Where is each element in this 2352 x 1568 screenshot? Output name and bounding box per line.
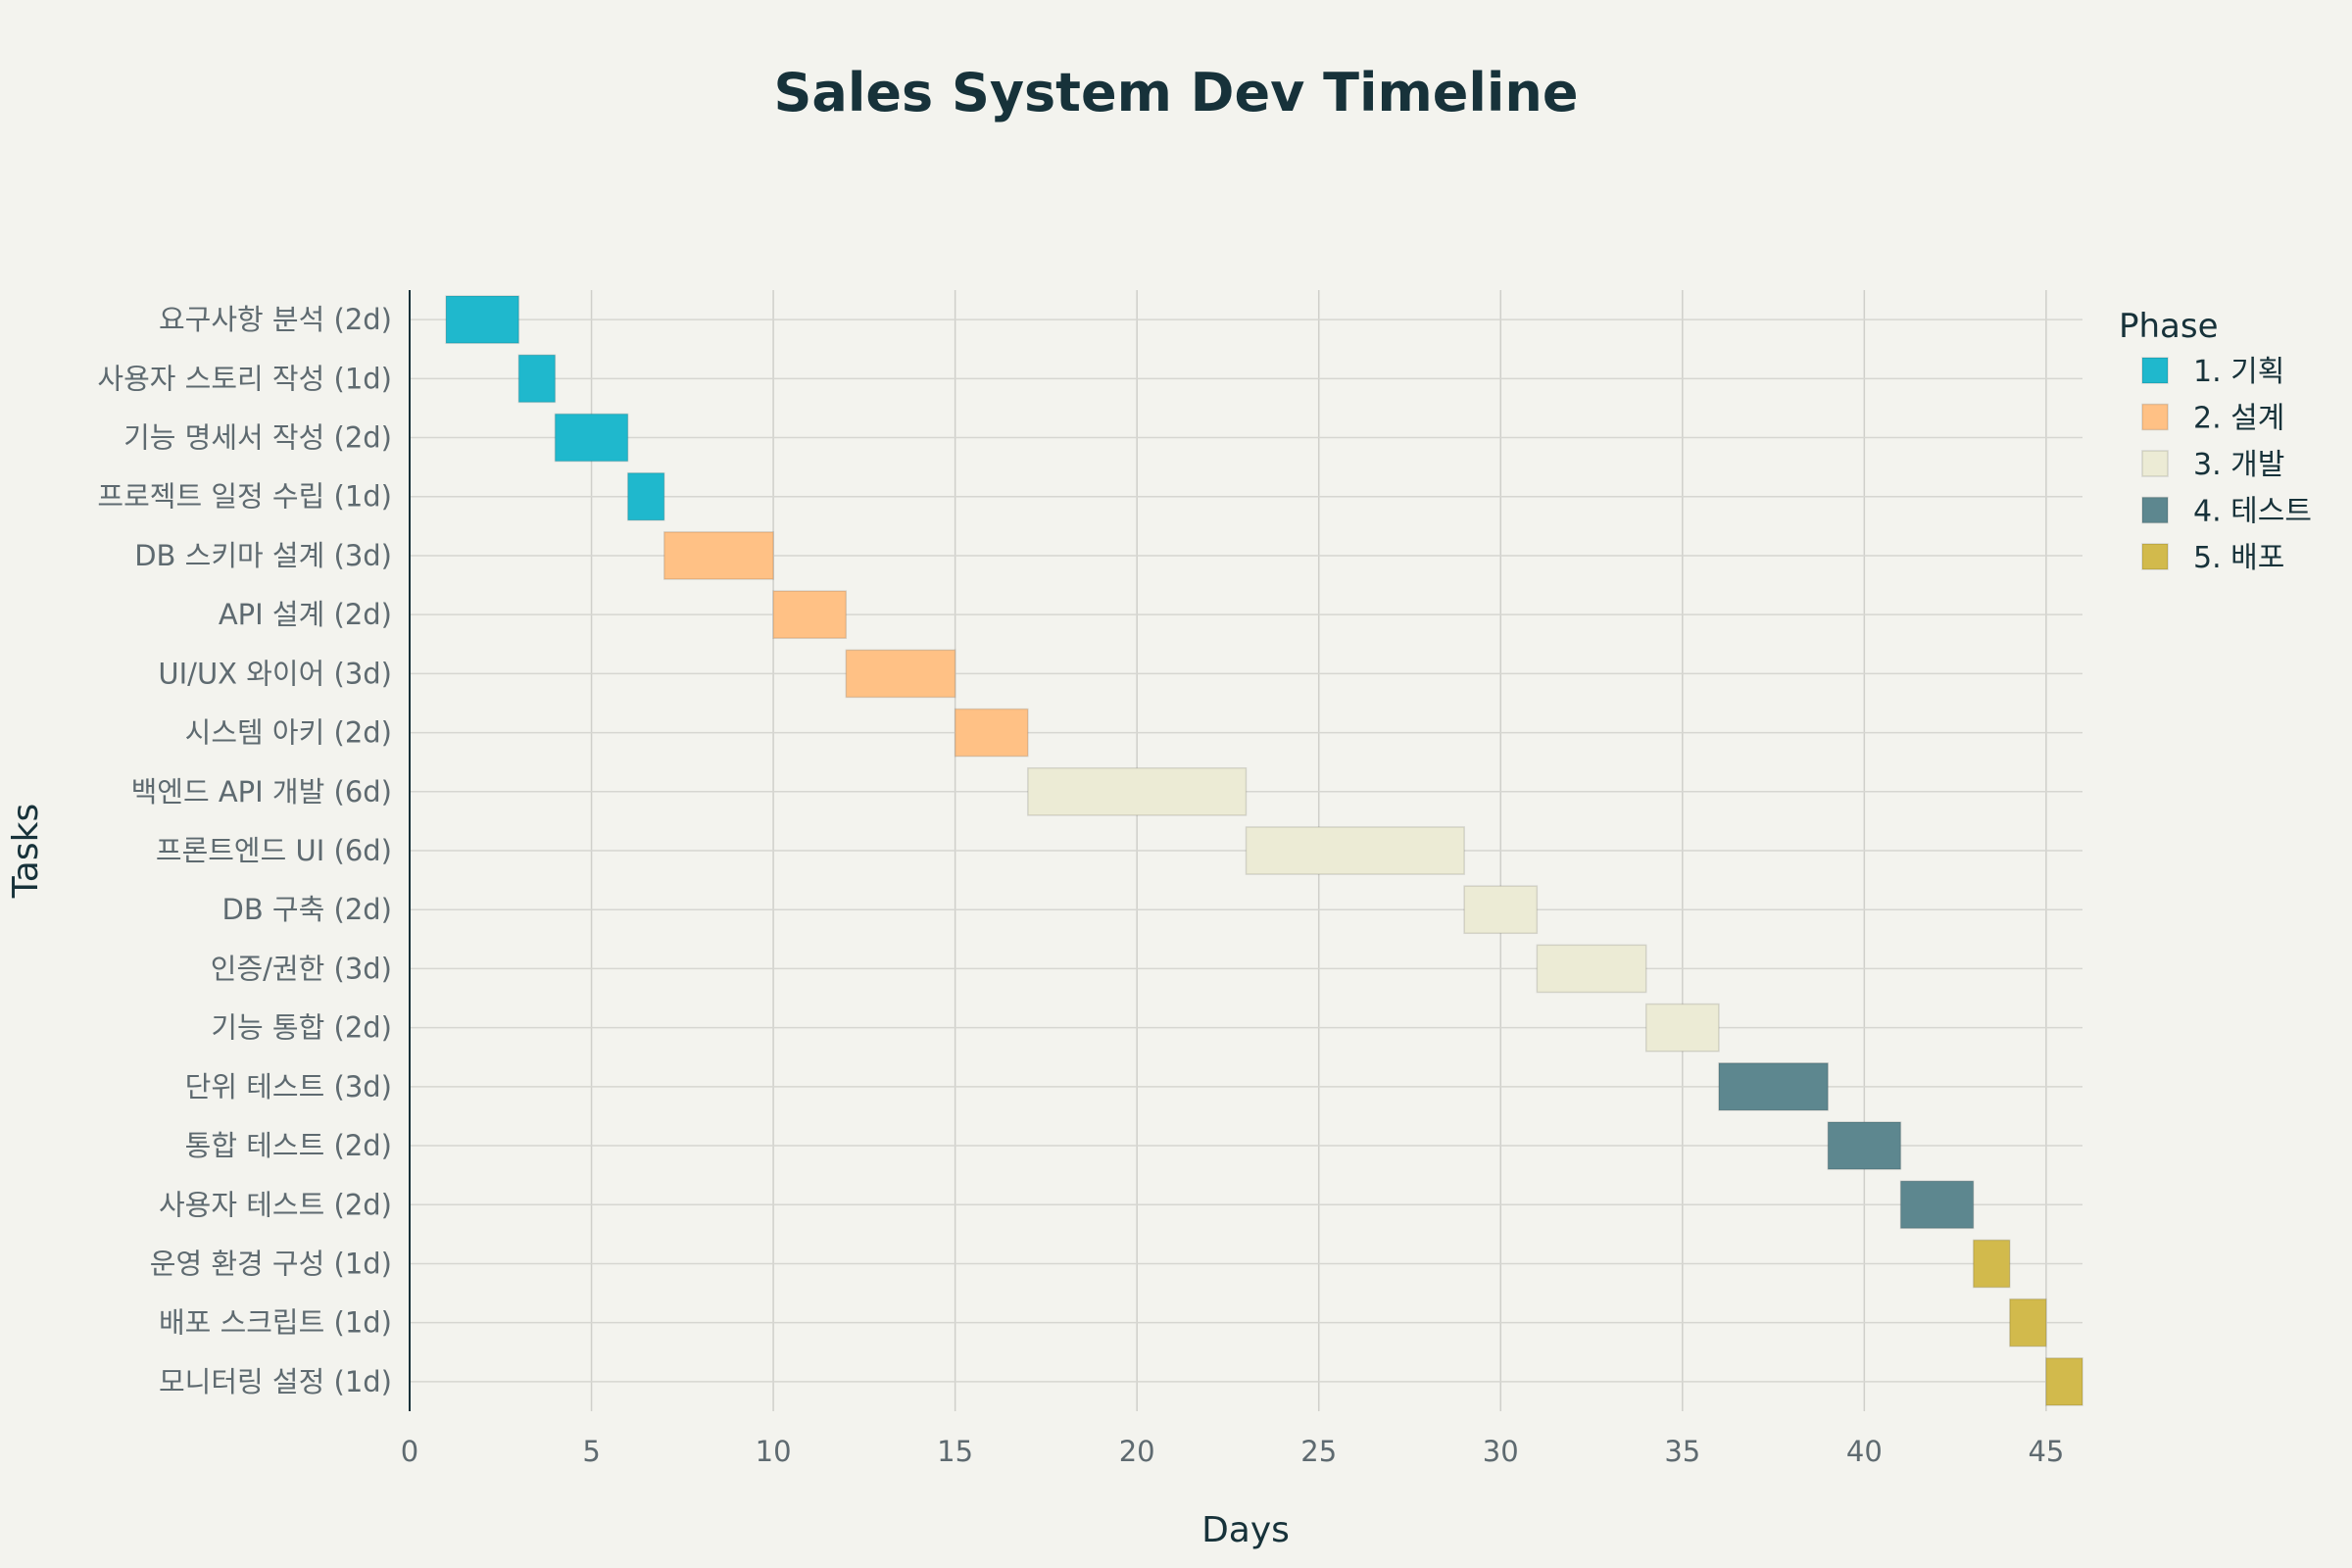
task-label: 통합 테스트 (2d)	[185, 1129, 392, 1162]
task-bar[interactable]	[554, 413, 629, 463]
task-bar[interactable]	[517, 354, 557, 404]
task-bar[interactable]	[2009, 1298, 2047, 1348]
task-label: DB 스키마 설계 (3d)	[134, 539, 392, 572]
task-bar[interactable]	[663, 531, 774, 580]
legend-swatch[interactable]	[2141, 357, 2169, 384]
legend-title: Phase	[2119, 307, 2219, 346]
task-bar[interactable]	[954, 708, 1029, 758]
x-tick-label: 25	[1300, 1435, 1337, 1468]
task-label: 프론트엔드 UI (6d)	[156, 834, 392, 867]
task-bar[interactable]	[772, 590, 848, 639]
legend-swatch[interactable]	[2141, 543, 2169, 570]
task-bar[interactable]	[1245, 826, 1465, 875]
task-label: 모니터링 설정 (1d)	[159, 1365, 392, 1398]
task-label: UI/UX 와이어 (3d)	[158, 657, 392, 690]
task-label: API 설계 (2d)	[219, 598, 392, 631]
legend-label[interactable]: 2. 설계	[2193, 402, 2284, 436]
task-bar[interactable]	[1972, 1239, 2011, 1289]
legend-label[interactable]: 3. 개발	[2193, 448, 2284, 482]
task-bar[interactable]	[1463, 885, 1539, 935]
legend-label[interactable]: 5. 배포	[2193, 541, 2284, 575]
x-tick-label: 15	[937, 1435, 973, 1468]
task-bar[interactable]	[1644, 1003, 1720, 1053]
task-bar[interactable]	[445, 295, 520, 344]
x-tick-label: 0	[401, 1435, 418, 1468]
task-label: DB 구축 (2d)	[221, 893, 392, 926]
task-label: 단위 테스트 (3d)	[185, 1070, 392, 1103]
task-bar[interactable]	[626, 471, 665, 521]
legend: Phase 1. 기획 2. 설계 3. 개발 4. 테스트 5. 배포	[2119, 307, 2312, 575]
task-label: 기능 명세서 작성 (2d)	[123, 421, 392, 455]
x-tick-label: 35	[1664, 1435, 1700, 1468]
task-label: 사용자 테스트 (2d)	[159, 1188, 392, 1221]
x-tick-label: 30	[1483, 1435, 1519, 1468]
x-axis-title: Days	[1201, 1510, 1290, 1550]
task-label: 운영 환경 구성 (1d)	[150, 1247, 392, 1280]
y-axis-title: Tasks	[6, 804, 46, 899]
x-tick-label: 45	[2028, 1435, 2064, 1468]
legend-swatch[interactable]	[2141, 496, 2169, 524]
legend-label[interactable]: 4. 테스트	[2193, 495, 2312, 529]
task-label: 시스템 아키 (2d)	[185, 716, 392, 750]
task-label: 인증/권한 (3d)	[211, 952, 392, 985]
task-bar[interactable]	[2045, 1357, 2083, 1406]
task-bar[interactable]	[1536, 944, 1647, 994]
task-bar[interactable]	[1899, 1180, 1975, 1230]
task-label: 백엔드 API 개발 (6d)	[131, 775, 392, 808]
task-label: 요구사항 분석 (2d)	[159, 303, 392, 336]
task-bar[interactable]	[1027, 766, 1248, 816]
x-tick-labels: 0 5 10 15 20 25 30 35 40 45	[401, 1435, 2065, 1468]
y-tick-labels: 요구사항 분석 (2d) 사용자 스토리 작성 (1d) 기능 명세서 작성 (2d…	[97, 303, 392, 1398]
task-bar[interactable]	[845, 649, 956, 699]
legend-swatch[interactable]	[2141, 403, 2169, 431]
task-bar[interactable]	[1718, 1062, 1829, 1111]
task-label: 사용자 스토리 작성 (1d)	[97, 362, 392, 395]
task-bar[interactable]	[1827, 1121, 1902, 1170]
task-label: 프로젝트 일정 수립 (1d)	[97, 480, 392, 514]
legend-label[interactable]: 1. 기획	[2193, 355, 2284, 389]
x-tick-label: 10	[756, 1435, 792, 1468]
x-tick-label: 40	[1846, 1435, 1883, 1468]
x-tick-label: 20	[1119, 1435, 1155, 1468]
task-label: 배포 스크립트 (1d)	[159, 1306, 392, 1340]
task-label: 기능 통합 (2d)	[211, 1011, 392, 1045]
chart-title: Sales System Dev Timeline	[774, 62, 1579, 123]
legend-swatch[interactable]	[2141, 450, 2169, 477]
x-tick-label: 5	[582, 1435, 600, 1468]
bars	[445, 295, 2083, 1406]
